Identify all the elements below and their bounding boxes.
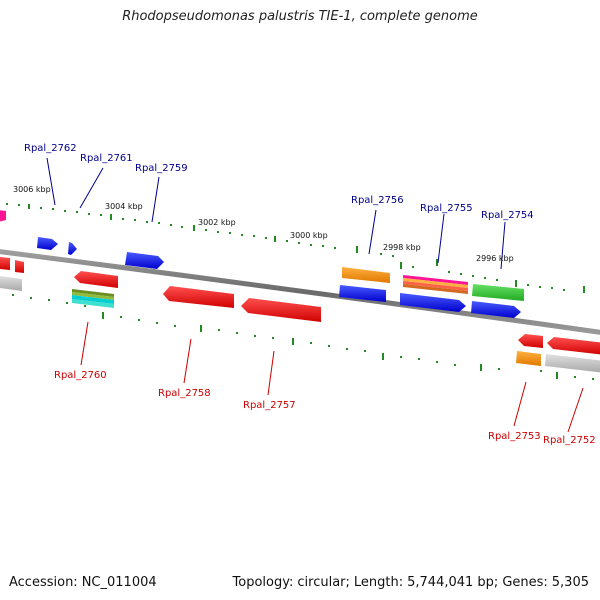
gene-arrow[interactable]	[0, 257, 10, 270]
accession-label: Accession:	[9, 575, 78, 590]
map-title: Rhodopseudomonas palustris TIE-1, comple…	[122, 9, 478, 24]
gene-arrow[interactable]	[516, 351, 541, 366]
lower-gene-labels: Rpal_2760 Rpal_2758 Rpal_2757 Rpal_2753 …	[54, 370, 596, 446]
gene-stack-Rpal_2760[interactable]	[72, 289, 114, 308]
gene-arrow[interactable]	[342, 267, 390, 283]
gene-label[interactable]: Rpal_2761	[80, 153, 133, 164]
genes-label: Genes:	[502, 575, 548, 590]
accession-value: NC_011004	[81, 575, 157, 590]
label-connectors	[46, 157, 584, 433]
scale-label: 3002 kbp	[198, 218, 236, 227]
gene-label[interactable]: Rpal_2753	[488, 431, 541, 442]
scale-labels: 3006 kbp 3004 kbp 3002 kbp 3000 kbp 2998…	[13, 185, 514, 263]
gene-arrow[interactable]	[241, 298, 321, 322]
lower-strand-genes	[0, 271, 600, 373]
upper-strand-genes	[0, 210, 524, 318]
gene-arrow[interactable]	[125, 252, 164, 269]
gene-arrow[interactable]	[74, 271, 118, 288]
upper-scale-ticks	[6, 203, 585, 293]
gene-label[interactable]: Rpal_2760	[54, 370, 107, 381]
length-label: Length:	[353, 575, 404, 590]
scale-label: 2996 kbp	[476, 254, 514, 263]
gene-arrow[interactable]	[400, 293, 466, 312]
gene-arrow[interactable]	[339, 285, 386, 302]
gene-label[interactable]: Rpal_2762	[24, 143, 77, 154]
gene-arrow[interactable]	[545, 354, 600, 373]
gene-arrow[interactable]	[472, 284, 524, 301]
gene-arrow[interactable]	[68, 242, 77, 255]
length-value: 5,744,041 bp;	[407, 575, 499, 590]
gene-label[interactable]: Rpal_2757	[243, 400, 296, 411]
gene-label[interactable]: Rpal_2759	[135, 163, 188, 174]
genes-value: 5,305	[551, 575, 589, 590]
gene-label[interactable]: Rpal_2752	[543, 435, 596, 446]
gene-arrow[interactable]	[518, 334, 543, 348]
scale-label: 3000 kbp	[290, 231, 328, 240]
gene-arrow[interactable]	[471, 301, 521, 318]
topology-label: Topology:	[232, 575, 294, 590]
gene-arrow[interactable]	[0, 276, 22, 291]
gene-label[interactable]: Rpal_2755	[420, 203, 473, 214]
gene-arrow[interactable]	[37, 237, 58, 250]
gene-label[interactable]: Rpal_2756	[351, 195, 404, 206]
scale-label: 2998 kbp	[383, 243, 421, 252]
gene-arrow[interactable]	[547, 337, 600, 355]
topology-value: circular;	[297, 575, 350, 590]
lower-scale-ticks	[12, 294, 594, 380]
accession-info: Accession: NC_011004	[9, 575, 157, 590]
gene-label[interactable]: Rpal_2754	[481, 210, 534, 221]
gene-label[interactable]: Rpal_2758	[158, 388, 211, 399]
upper-gene-labels: Rpal_2762 Rpal_2761 Rpal_2759 Rpal_2756 …	[24, 143, 534, 221]
scale-label: 3004 kbp	[105, 202, 143, 211]
genome-backbone	[0, 249, 600, 335]
gene-arrow[interactable]	[15, 260, 24, 273]
scale-label: 3006 kbp	[13, 185, 51, 194]
gene-arrow[interactable]	[163, 286, 234, 308]
gene-stack-Rpal_2755[interactable]	[403, 275, 468, 294]
gene-arrow[interactable]	[0, 210, 6, 222]
genome-summary: Topology: circular; Length: 5,744,041 bp; Ge…	[233, 575, 589, 590]
